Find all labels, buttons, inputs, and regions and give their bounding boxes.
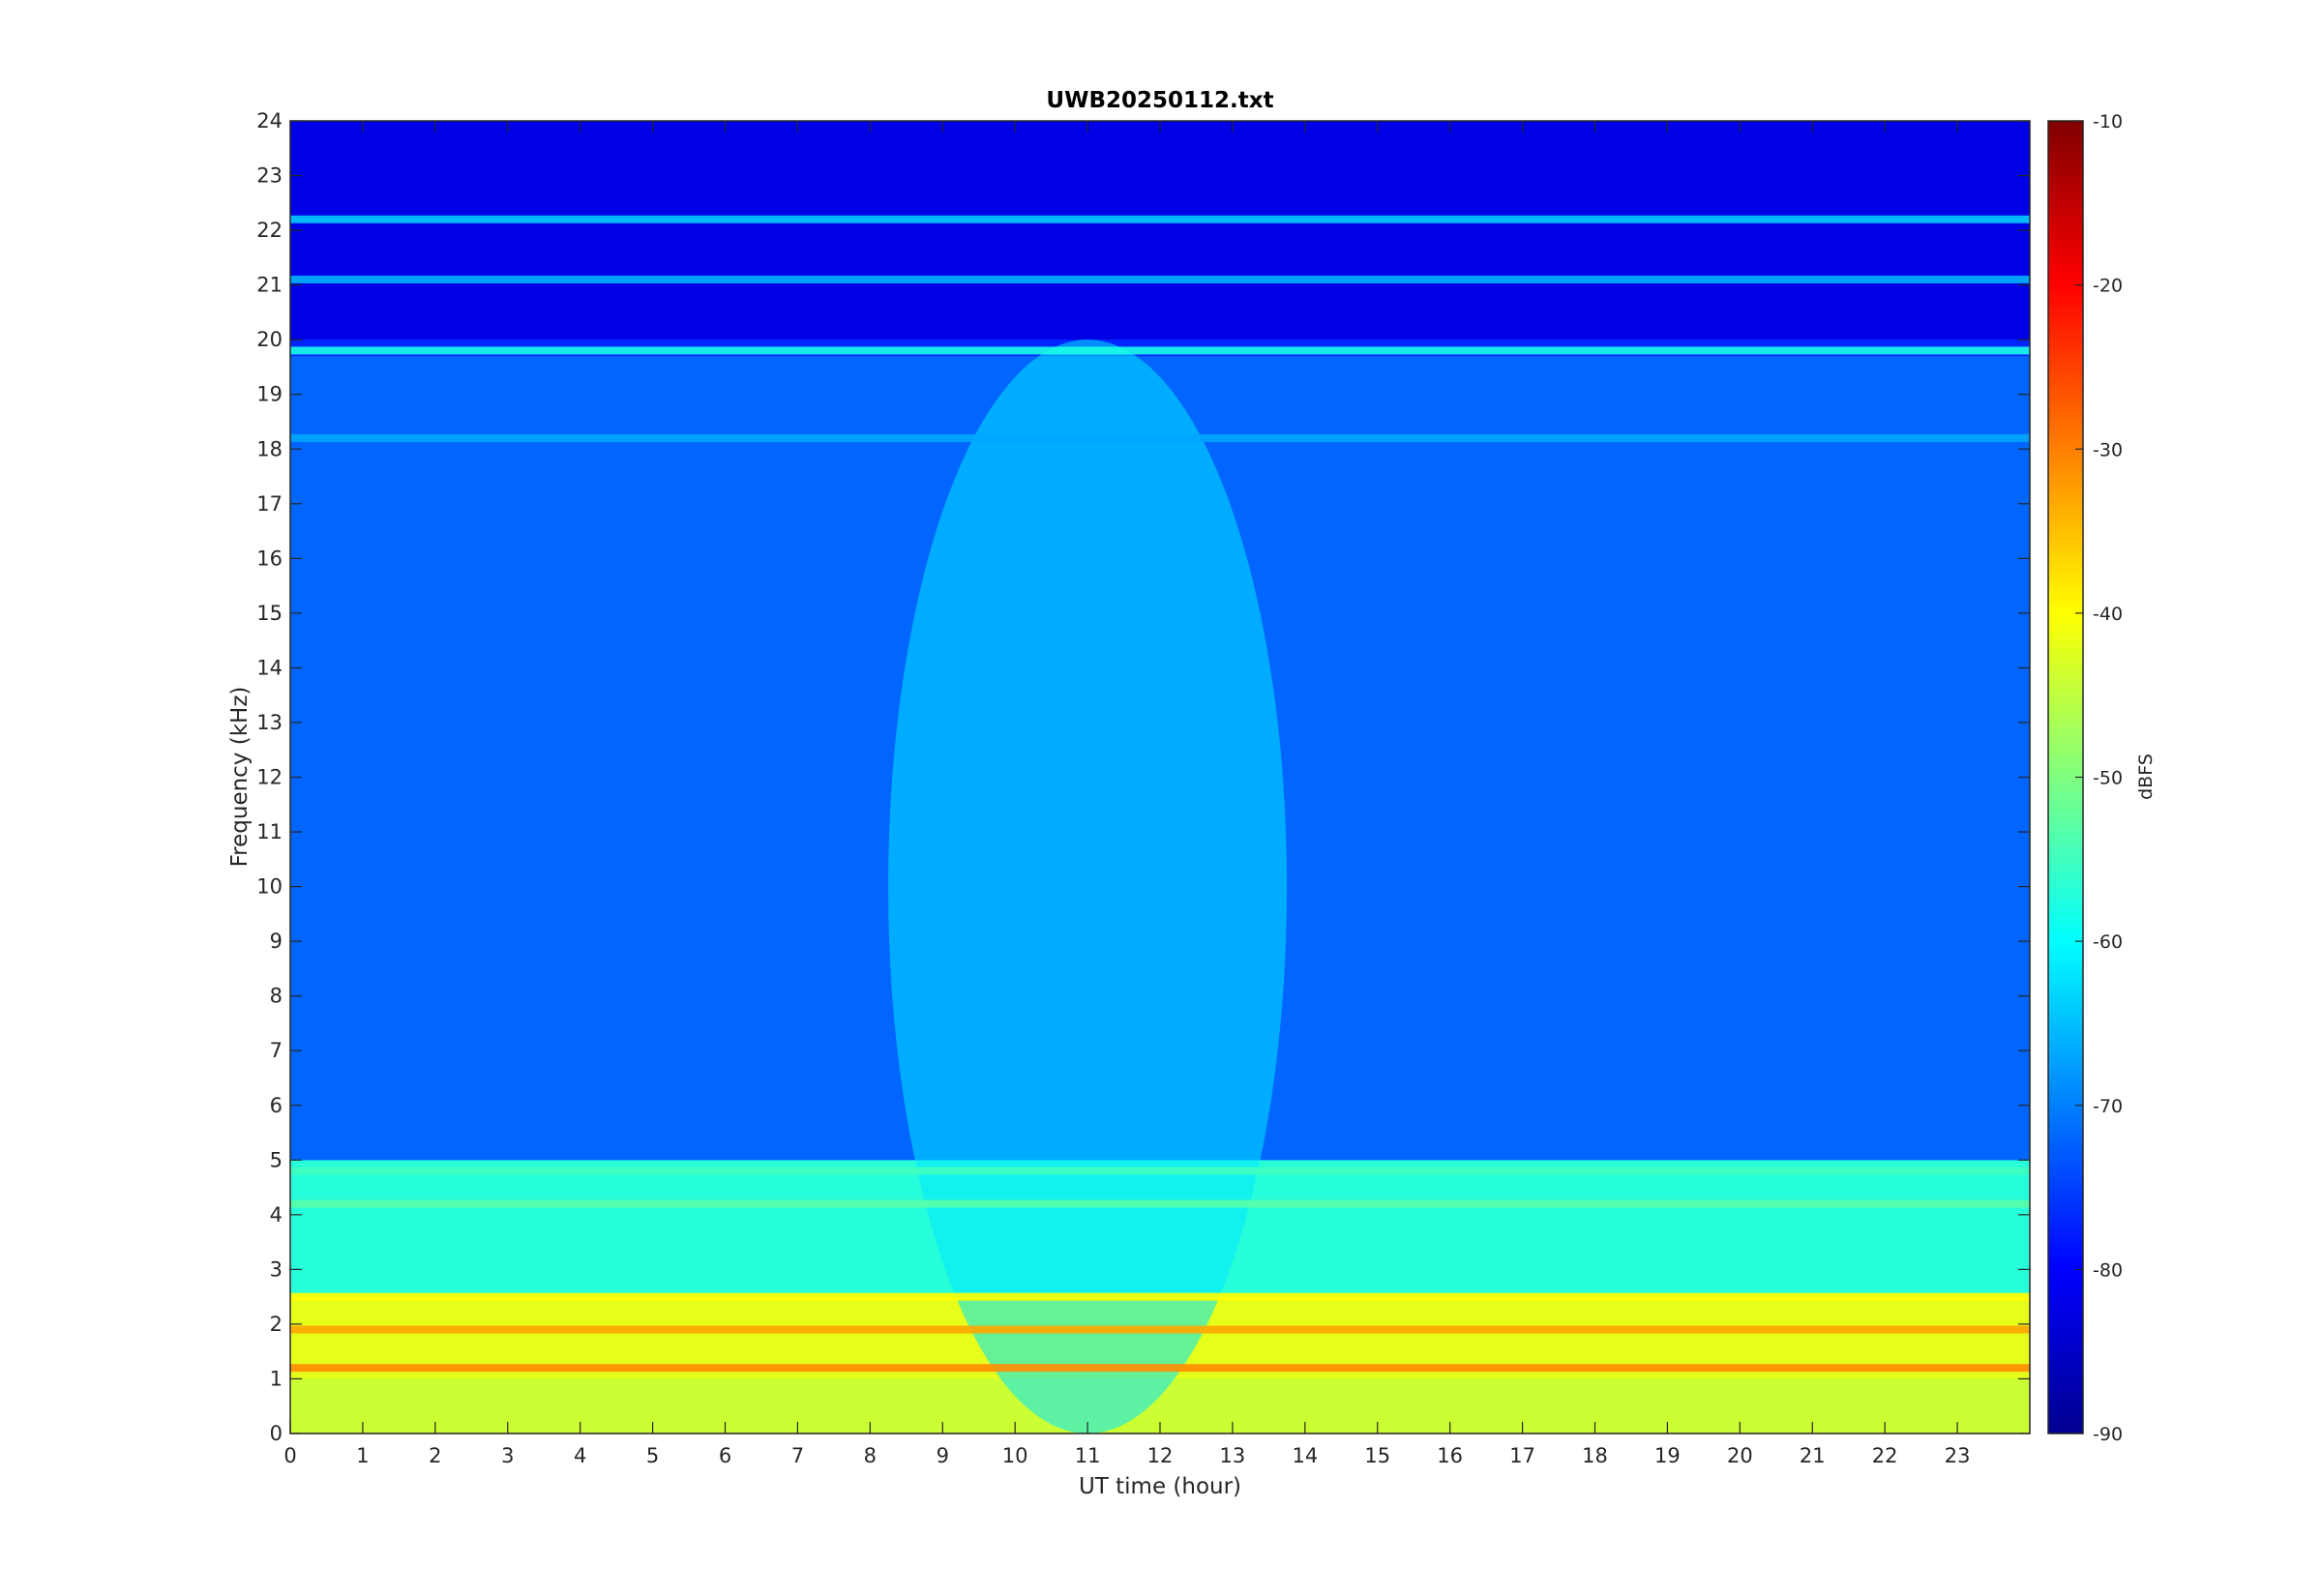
colorbar-tick-label: -90 bbox=[2093, 1424, 2123, 1445]
y-tick-label: 2 bbox=[270, 1313, 283, 1336]
y-tick-label: 19 bbox=[256, 383, 283, 406]
heatmap-line-6 bbox=[290, 1292, 2030, 1301]
x-tick-label: 12 bbox=[1147, 1444, 1174, 1467]
colorbar-tick-label: -70 bbox=[2093, 1096, 2123, 1117]
x-tick-label: 3 bbox=[501, 1444, 514, 1467]
y-tick-label: 17 bbox=[256, 492, 283, 516]
y-tick-label: 6 bbox=[270, 1094, 283, 1117]
y-tick-label: 15 bbox=[256, 602, 283, 625]
x-tick-label: 1 bbox=[356, 1444, 369, 1467]
colorbar-tick-label: -30 bbox=[2093, 439, 2123, 460]
heatmap-line-0 bbox=[290, 346, 2030, 355]
heatmap-line-8 bbox=[290, 1364, 2030, 1373]
y-tick-label: 23 bbox=[256, 164, 283, 188]
x-tick-label: 20 bbox=[1727, 1444, 1753, 1467]
x-tick-label: 17 bbox=[1509, 1444, 1535, 1467]
x-tick-label: 18 bbox=[1582, 1444, 1608, 1467]
x-tick-label: 7 bbox=[791, 1444, 804, 1467]
x-tick-label: 9 bbox=[937, 1444, 949, 1467]
colorbar-tick-label: -10 bbox=[2093, 111, 2123, 133]
x-tick-label: 10 bbox=[1002, 1444, 1028, 1467]
x-tick-label: 6 bbox=[719, 1444, 731, 1467]
x-tick-label: 2 bbox=[429, 1444, 441, 1467]
x-tick-label: 19 bbox=[1654, 1444, 1681, 1467]
x-tick-label: 16 bbox=[1437, 1444, 1463, 1467]
x-tick-label: 4 bbox=[574, 1444, 586, 1467]
y-tick-label: 4 bbox=[270, 1203, 283, 1227]
x-tick-label: 23 bbox=[1945, 1444, 1971, 1467]
y-tick-label: 3 bbox=[270, 1257, 283, 1281]
x-tick-label: 22 bbox=[1872, 1444, 1898, 1467]
colorbar-tick-label: -80 bbox=[2093, 1259, 2123, 1281]
spectrogram-plot-area bbox=[289, 120, 2031, 1434]
y-tick-label: 12 bbox=[256, 766, 283, 789]
y-tick-label: 9 bbox=[270, 930, 283, 953]
y-tick-label: 22 bbox=[256, 219, 283, 242]
heatmap-line-4 bbox=[290, 1167, 2030, 1175]
colorbar-tick-label: -20 bbox=[2093, 276, 2123, 297]
x-tick-label: 5 bbox=[646, 1444, 659, 1467]
colorbar-tick-label: -60 bbox=[2093, 931, 2123, 953]
heatmap-line-2 bbox=[290, 275, 2030, 283]
x-tick-label: 11 bbox=[1075, 1444, 1101, 1467]
y-axis-label: Frequency (kHz) bbox=[227, 687, 253, 868]
x-tick-label: 15 bbox=[1364, 1444, 1390, 1467]
y-tick-label: 7 bbox=[270, 1039, 283, 1062]
y-tick-label: 18 bbox=[256, 437, 283, 460]
y-tick-label: 21 bbox=[256, 274, 283, 297]
colorbar-label: dBFS bbox=[2135, 754, 2157, 800]
heatmap-line-1 bbox=[290, 215, 2030, 223]
y-tick-label: 24 bbox=[256, 109, 283, 133]
spectrogram-heatmap bbox=[290, 121, 2030, 1433]
y-tick-label: 16 bbox=[256, 547, 283, 570]
y-tick-label: 0 bbox=[270, 1422, 283, 1445]
heatmap-line-3 bbox=[290, 433, 2030, 442]
colorbar-tick-label: -50 bbox=[2093, 768, 2123, 789]
heatmap-band-4 bbox=[290, 121, 2030, 340]
y-tick-label: 5 bbox=[270, 1148, 283, 1171]
chart-title: UWB20250112.txt bbox=[1046, 88, 1273, 113]
heatmap-line-5 bbox=[290, 1199, 2030, 1208]
x-tick-label: 0 bbox=[283, 1444, 296, 1467]
colorbar-ticks: -10 -20 -30 -40 -50 -60 -70 -80 -90 bbox=[2075, 111, 2123, 1445]
heatmap-daytime-enhancement bbox=[888, 340, 1288, 1433]
colorbar-tick-label: -40 bbox=[2093, 604, 2123, 625]
y-tick-label: 10 bbox=[256, 875, 283, 899]
heatmap-line-7 bbox=[290, 1325, 2030, 1334]
x-tick-label: 8 bbox=[864, 1444, 877, 1467]
y-tick-label: 11 bbox=[256, 820, 283, 843]
x-axis-label: UT time (hour) bbox=[1079, 1474, 1241, 1499]
y-tick-label: 1 bbox=[270, 1367, 283, 1390]
y-tick-label: 20 bbox=[256, 328, 283, 351]
x-tick-label: 21 bbox=[1800, 1444, 1826, 1467]
y-tick-label: 8 bbox=[270, 985, 283, 1008]
y-tick-label: 13 bbox=[256, 711, 283, 734]
x-tick-label: 13 bbox=[1220, 1444, 1246, 1467]
x-axis: 0 1 2 3 4 5 6 7 8 9 10 11 12 13 14 15 16 17 18 19 20 21 22 23 bbox=[283, 121, 1970, 1467]
colorbar: -10 -20 -30 -40 -50 -60 -70 -80 -90 dBFS bbox=[2047, 111, 2157, 1445]
x-tick-label: 14 bbox=[1292, 1444, 1318, 1467]
y-tick-label: 14 bbox=[256, 656, 283, 679]
